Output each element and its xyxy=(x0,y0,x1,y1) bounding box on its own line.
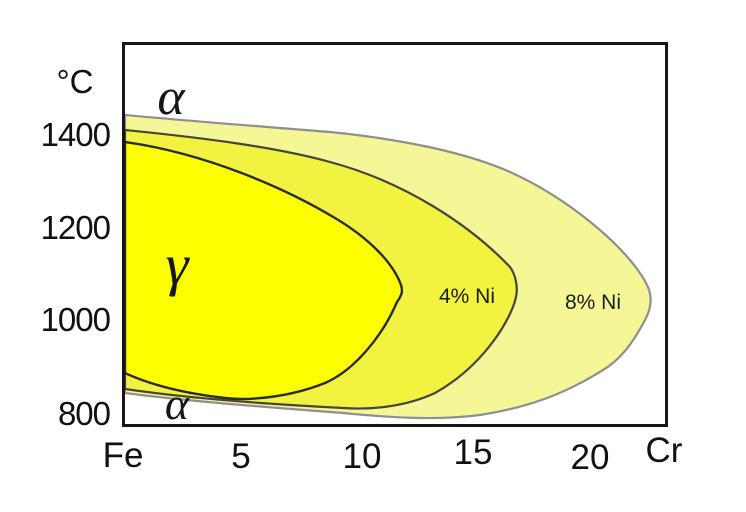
plot-area: α γ α 4% Ni 8% Ni xyxy=(122,42,668,427)
gamma-region-label: γ xyxy=(165,232,189,297)
y-tick-label-1200: 1200 xyxy=(40,209,111,246)
x-tick-label-20: 20 xyxy=(570,438,610,477)
y-axis-unit-label: °C xyxy=(56,63,94,100)
y-tick-label-1000: 1000 xyxy=(40,301,111,338)
x-tick-label-10: 10 xyxy=(342,437,382,476)
4pct-ni-curve-label: 4% Ni xyxy=(438,285,496,308)
y-tick-label-800: 800 xyxy=(57,395,111,432)
alpha-region-label-bottom: α xyxy=(164,378,190,429)
gamma-loop-curves xyxy=(125,113,652,420)
region-gamma-loop xyxy=(125,140,404,401)
8pct-ni-curve-label: 8% Ni xyxy=(564,291,622,314)
x-tick-label-5: 5 xyxy=(231,437,251,476)
x-tick-label-cr: Cr xyxy=(645,431,683,470)
x-tick-label-15: 15 xyxy=(453,433,493,472)
alpha-region-label-top: α xyxy=(157,69,185,126)
y-tick-label-1400: 1400 xyxy=(40,116,111,153)
x-tick-label-fe: Fe xyxy=(102,436,144,475)
